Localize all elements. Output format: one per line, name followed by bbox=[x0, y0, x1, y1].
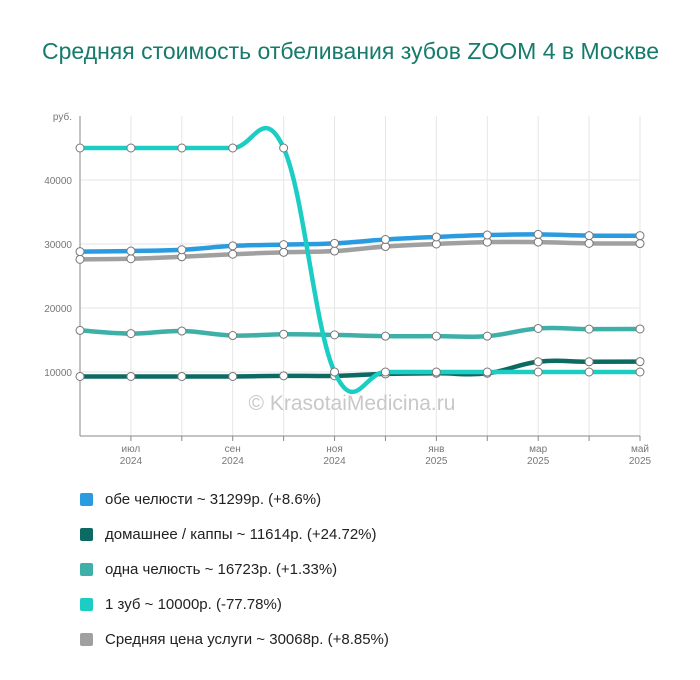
x-tick-label-year: 2024 bbox=[120, 456, 143, 467]
watermark: © KrasotaiMedicina.ru bbox=[249, 392, 456, 415]
x-tick-label-month: май bbox=[631, 444, 649, 455]
series-2 bbox=[75, 323, 645, 341]
x-tick-label-month: сен bbox=[225, 444, 241, 455]
data-point bbox=[228, 241, 238, 251]
data-point bbox=[584, 238, 594, 248]
legend: обе челюсти ~ 31299р. (+8.6%) домашнее / … bbox=[80, 482, 389, 657]
data-point bbox=[635, 357, 645, 367]
legend-label: Средняя цена услуги ~ 30068р. (+8.85%) bbox=[105, 631, 389, 648]
data-point bbox=[482, 367, 492, 377]
data-point bbox=[533, 367, 543, 377]
line-chart: 10000200003000040000руб.июл2024сен2024но… bbox=[44, 111, 652, 467]
x-tick-label-year: 2025 bbox=[527, 456, 550, 467]
data-point bbox=[279, 371, 289, 381]
series-line bbox=[77, 358, 643, 379]
legend-item[interactable]: Средняя цена услуги ~ 30068р. (+8.85%) bbox=[80, 622, 389, 657]
data-point bbox=[228, 143, 238, 153]
y-tick-label: 20000 bbox=[44, 304, 72, 315]
series-3 bbox=[75, 125, 645, 395]
legend-swatch bbox=[80, 563, 93, 576]
y-tick-label: 40000 bbox=[44, 176, 72, 187]
data-point bbox=[75, 247, 85, 257]
data-point bbox=[533, 229, 543, 239]
series-line bbox=[77, 239, 643, 262]
legend-item[interactable]: 1 зуб ~ 10000р. (-77.78%) bbox=[80, 587, 389, 622]
data-point bbox=[126, 254, 136, 264]
data-point bbox=[584, 324, 594, 334]
data-point bbox=[279, 247, 289, 257]
data-point bbox=[584, 357, 594, 367]
data-point bbox=[380, 367, 390, 377]
data-point bbox=[380, 235, 390, 245]
data-point bbox=[126, 143, 136, 153]
legend-label: домашнее / каппы ~ 11614р. (+24.72%) bbox=[105, 526, 377, 543]
data-point bbox=[279, 329, 289, 339]
data-point bbox=[177, 326, 187, 336]
data-point bbox=[126, 329, 136, 339]
data-point bbox=[584, 367, 594, 377]
legend-label: 1 зуб ~ 10000р. (-77.78%) bbox=[105, 596, 282, 613]
chart-title: Средняя стоимость отбеливания зубов ZOOM… bbox=[42, 38, 660, 64]
data-point bbox=[431, 367, 441, 377]
data-point bbox=[75, 143, 85, 153]
data-point bbox=[533, 357, 543, 367]
legend-item[interactable]: домашнее / каппы ~ 11614р. (+24.72%) bbox=[80, 517, 389, 552]
series-line bbox=[77, 325, 643, 340]
series-0 bbox=[75, 229, 645, 257]
data-point bbox=[635, 367, 645, 377]
data-point bbox=[177, 371, 187, 381]
data-point bbox=[330, 246, 340, 256]
data-point bbox=[584, 231, 594, 241]
data-point bbox=[533, 323, 543, 333]
data-point bbox=[380, 331, 390, 341]
data-point bbox=[330, 330, 340, 340]
data-point bbox=[126, 246, 136, 256]
y-tick-label: 10000 bbox=[44, 368, 72, 379]
x-tick-label-month: ноя bbox=[326, 444, 343, 455]
data-point bbox=[228, 331, 238, 341]
series-line bbox=[77, 232, 643, 254]
data-point bbox=[228, 371, 238, 381]
legend-swatch bbox=[80, 493, 93, 506]
data-point bbox=[330, 367, 340, 377]
series-line bbox=[77, 125, 643, 395]
legend-swatch bbox=[80, 528, 93, 541]
data-point bbox=[482, 331, 492, 341]
data-point bbox=[279, 143, 289, 153]
x-tick-label-year: 2025 bbox=[425, 456, 448, 467]
data-point bbox=[635, 231, 645, 241]
data-point bbox=[126, 371, 136, 381]
legend-label: одна челюсть ~ 16723р. (+1.33%) bbox=[105, 561, 338, 578]
x-tick-label-month: мар bbox=[529, 444, 547, 455]
data-point bbox=[177, 143, 187, 153]
x-tick-label-year: 2024 bbox=[222, 456, 245, 467]
legend-item[interactable]: обе челюсти ~ 31299р. (+8.6%) bbox=[80, 482, 389, 517]
data-point bbox=[75, 371, 85, 381]
x-tick-label-year: 2025 bbox=[629, 456, 652, 467]
y-tick-label: 30000 bbox=[44, 240, 72, 251]
series-4 bbox=[75, 237, 645, 264]
x-tick-label-year: 2024 bbox=[323, 456, 346, 467]
y-axis-unit: руб. bbox=[53, 111, 72, 123]
data-point bbox=[330, 238, 340, 248]
data-point bbox=[431, 232, 441, 242]
data-point bbox=[228, 249, 238, 259]
data-point bbox=[482, 230, 492, 240]
data-point bbox=[177, 245, 187, 255]
data-point bbox=[533, 237, 543, 247]
legend-label: обе челюсти ~ 31299р. (+8.6%) bbox=[105, 491, 322, 508]
data-point bbox=[635, 324, 645, 334]
data-point bbox=[75, 254, 85, 264]
data-point bbox=[635, 239, 645, 249]
data-point bbox=[279, 240, 289, 250]
legend-swatch bbox=[80, 598, 93, 611]
x-tick-label-month: янв bbox=[428, 444, 444, 455]
data-point bbox=[75, 325, 85, 335]
series-1 bbox=[75, 357, 645, 381]
legend-item[interactable]: одна челюсть ~ 16723р. (+1.33%) bbox=[80, 552, 389, 587]
x-tick-label-month: июл bbox=[122, 444, 141, 455]
data-point bbox=[431, 331, 441, 341]
legend-swatch bbox=[80, 633, 93, 646]
